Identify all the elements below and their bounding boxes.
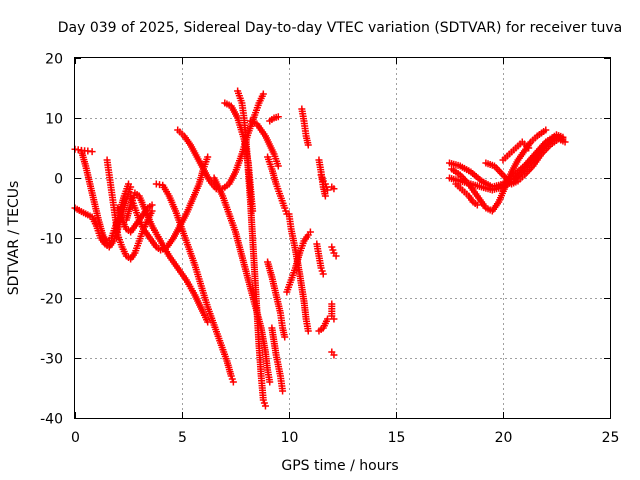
series-pass-6 bbox=[127, 153, 212, 254]
x-tick-label: 25 bbox=[602, 430, 620, 446]
data-point bbox=[525, 144, 533, 152]
x-tick-label: 5 bbox=[178, 430, 187, 446]
data-point bbox=[542, 126, 550, 134]
series-pass-24 bbox=[317, 171, 332, 194]
series-pass-20 bbox=[298, 105, 312, 149]
data-point bbox=[330, 315, 338, 323]
data-point bbox=[259, 90, 267, 98]
data-point bbox=[561, 138, 569, 146]
plot-frame bbox=[74, 57, 611, 419]
y-tick-label: 0 bbox=[54, 172, 63, 188]
data-marks bbox=[71, 87, 569, 410]
data-point bbox=[330, 185, 338, 193]
series-pass-17 bbox=[268, 324, 287, 395]
data-point bbox=[229, 378, 237, 386]
y-tick-labels: -40 -30 -20 -10 0 10 20 bbox=[40, 52, 63, 428]
x-axis-label: GPS time / hours bbox=[281, 458, 398, 474]
data-point bbox=[274, 113, 282, 121]
x-tick-labels: 0 5 10 15 20 25 bbox=[71, 430, 619, 446]
y-tick-label: 10 bbox=[45, 112, 63, 128]
data-point bbox=[321, 192, 329, 200]
series-pass-25 bbox=[328, 183, 338, 193]
data-point bbox=[324, 186, 332, 194]
series-pass-18 bbox=[283, 228, 314, 296]
data-point bbox=[324, 315, 332, 323]
series-pass-27 bbox=[328, 300, 338, 323]
series-pass-28 bbox=[328, 348, 338, 359]
data-point bbox=[204, 153, 212, 161]
data-point bbox=[281, 333, 289, 341]
data-point bbox=[319, 270, 327, 278]
series-pass-22 bbox=[313, 240, 327, 278]
series-pass-16 bbox=[264, 258, 289, 341]
data-point bbox=[266, 378, 274, 386]
y-tick-label: -20 bbox=[40, 292, 63, 308]
data-point bbox=[148, 201, 156, 209]
chart-title: Day 039 of 2025, Sidereal Day-to-day VTE… bbox=[58, 20, 622, 36]
series-pass-12 bbox=[210, 174, 274, 386]
data-point bbox=[88, 148, 96, 156]
y-tick-label: 20 bbox=[45, 52, 63, 68]
series-pass-32 bbox=[452, 180, 481, 209]
series-pass-7 bbox=[122, 189, 212, 326]
x-tick-label: 10 bbox=[281, 430, 299, 446]
y-tick-label: -10 bbox=[40, 232, 63, 248]
data-point bbox=[306, 228, 314, 236]
x-tick-label: 15 bbox=[388, 430, 406, 446]
y-axis-label: SDTVAR / TECUs bbox=[6, 181, 22, 296]
series-pass-11 bbox=[234, 87, 269, 410]
x-tick-label: 20 bbox=[495, 430, 513, 446]
series-pass-14 bbox=[266, 113, 282, 125]
series-pass-34 bbox=[499, 138, 533, 164]
y-tick-label: -30 bbox=[40, 352, 63, 368]
x-tick-label: 0 bbox=[71, 430, 80, 446]
data-point bbox=[148, 207, 156, 215]
data-point bbox=[304, 141, 312, 149]
series-pass-8 bbox=[152, 180, 237, 386]
grid bbox=[75, 58, 610, 418]
data-point bbox=[473, 201, 481, 209]
series-pass-33 bbox=[482, 135, 569, 188]
y-tick-label: -40 bbox=[40, 412, 63, 428]
data-point bbox=[330, 351, 338, 359]
data-point bbox=[274, 162, 282, 170]
series-pass-31 bbox=[448, 126, 550, 215]
series-pass-26 bbox=[328, 243, 340, 260]
data-point bbox=[304, 327, 312, 335]
data-point bbox=[279, 387, 287, 395]
data-point bbox=[125, 180, 132, 188]
series-pass-15 bbox=[246, 117, 282, 170]
series-pass-23 bbox=[315, 315, 332, 335]
series-pass-19 bbox=[285, 210, 312, 335]
data-point bbox=[332, 252, 340, 260]
data-point bbox=[261, 402, 269, 410]
